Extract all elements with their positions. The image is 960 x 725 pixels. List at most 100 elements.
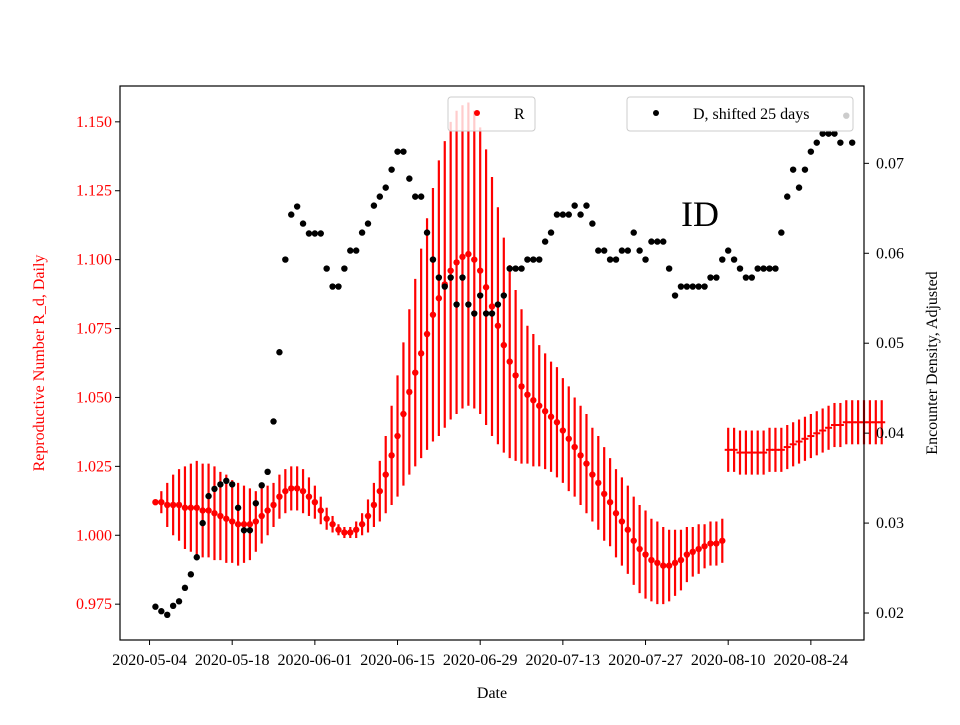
d-point bbox=[648, 238, 655, 245]
r-point bbox=[394, 432, 401, 440]
r-point bbox=[211, 510, 218, 517]
r-point bbox=[264, 507, 271, 514]
r-point bbox=[559, 427, 567, 434]
d-point bbox=[784, 193, 791, 200]
right-tick-label: 0.04 bbox=[876, 425, 904, 442]
d-point bbox=[748, 274, 756, 281]
r-point bbox=[677, 556, 685, 564]
r-point bbox=[488, 303, 496, 310]
right-tick-label: 0.03 bbox=[876, 515, 904, 532]
d-point bbox=[642, 256, 649, 263]
d-point bbox=[246, 527, 254, 534]
d-point bbox=[158, 608, 165, 615]
x-tick-label: 2020-05-18 bbox=[195, 652, 270, 669]
d-point bbox=[447, 274, 454, 281]
d-point bbox=[276, 349, 283, 356]
legend-d-label: D, shifted 25 days bbox=[693, 106, 809, 123]
d-point bbox=[435, 274, 443, 281]
d-point bbox=[258, 482, 265, 489]
d-point bbox=[636, 247, 643, 254]
x-tick-label: 2020-05-04 bbox=[112, 652, 187, 669]
d-point bbox=[760, 265, 767, 272]
r-point bbox=[642, 551, 649, 558]
d-point bbox=[382, 184, 389, 191]
d-point bbox=[347, 247, 354, 254]
left-tick-label: 1.150 bbox=[76, 114, 112, 131]
x-tick-label: 2020-08-10 bbox=[691, 652, 766, 669]
d-point bbox=[766, 265, 773, 272]
r-point bbox=[164, 501, 171, 509]
r-point bbox=[713, 540, 720, 547]
r-point bbox=[335, 526, 342, 533]
d-point bbox=[512, 265, 519, 272]
r-point bbox=[293, 485, 301, 492]
d-point bbox=[423, 229, 431, 236]
r-point bbox=[412, 369, 419, 376]
d-point bbox=[530, 256, 537, 263]
legend-d: D, shifted 25 days bbox=[626, 96, 854, 132]
d-point bbox=[807, 148, 815, 155]
r-point bbox=[536, 402, 543, 409]
r-point bbox=[500, 341, 508, 349]
r-point bbox=[240, 521, 248, 528]
r-point bbox=[524, 391, 531, 398]
d-point bbox=[264, 468, 271, 476]
d-point bbox=[335, 283, 342, 290]
d-point bbox=[152, 603, 159, 610]
r-point bbox=[648, 556, 655, 564]
d-point bbox=[789, 166, 797, 173]
d-point bbox=[660, 238, 667, 245]
d-point bbox=[565, 211, 572, 218]
d-point bbox=[595, 247, 602, 254]
x-axis-label: Date bbox=[477, 685, 507, 702]
d-point bbox=[288, 211, 295, 218]
right-axis-label: Encounter Density, Adjusted bbox=[924, 271, 941, 454]
r-point bbox=[276, 493, 283, 500]
r-point bbox=[665, 562, 673, 569]
r-point bbox=[453, 259, 460, 266]
legend-r-label: R bbox=[514, 106, 525, 123]
d-point bbox=[606, 256, 614, 263]
d-point bbox=[370, 202, 378, 209]
r-point bbox=[223, 515, 230, 522]
r-point bbox=[429, 311, 437, 318]
d-point bbox=[205, 492, 212, 500]
r-point bbox=[376, 487, 384, 495]
r-series-layer bbox=[152, 102, 886, 605]
legend-r: R bbox=[447, 96, 536, 132]
r-point bbox=[270, 501, 277, 509]
r-point bbox=[388, 452, 395, 459]
d-point bbox=[217, 481, 224, 488]
d-point bbox=[211, 485, 218, 493]
r-point bbox=[465, 250, 472, 258]
r-point bbox=[152, 498, 159, 506]
d-point bbox=[358, 229, 366, 236]
d-point bbox=[193, 554, 200, 561]
r-point bbox=[512, 372, 519, 379]
d-point bbox=[282, 256, 289, 263]
d-point bbox=[459, 274, 466, 281]
r-point bbox=[595, 479, 602, 487]
r-point bbox=[282, 487, 289, 495]
r-point bbox=[187, 504, 195, 511]
r-point bbox=[317, 507, 324, 514]
d-point bbox=[417, 193, 425, 200]
d-point bbox=[547, 229, 555, 236]
r-point bbox=[719, 537, 726, 544]
r-point bbox=[636, 545, 643, 553]
d-point bbox=[187, 571, 195, 578]
r-point bbox=[565, 435, 572, 442]
r-point bbox=[158, 498, 165, 506]
r-point bbox=[660, 562, 667, 569]
d-point bbox=[169, 602, 177, 610]
d-point bbox=[541, 238, 549, 245]
r-point bbox=[583, 460, 590, 467]
x-axis-ticks: 2020-05-04 2020-05-18 2020-06-01 2020-06-15… bbox=[112, 640, 848, 669]
d-point bbox=[228, 481, 236, 488]
d-point bbox=[695, 283, 702, 290]
r-point bbox=[246, 521, 254, 528]
d-point bbox=[518, 265, 525, 272]
r-point bbox=[506, 358, 513, 365]
plot-frame bbox=[119, 85, 865, 641]
